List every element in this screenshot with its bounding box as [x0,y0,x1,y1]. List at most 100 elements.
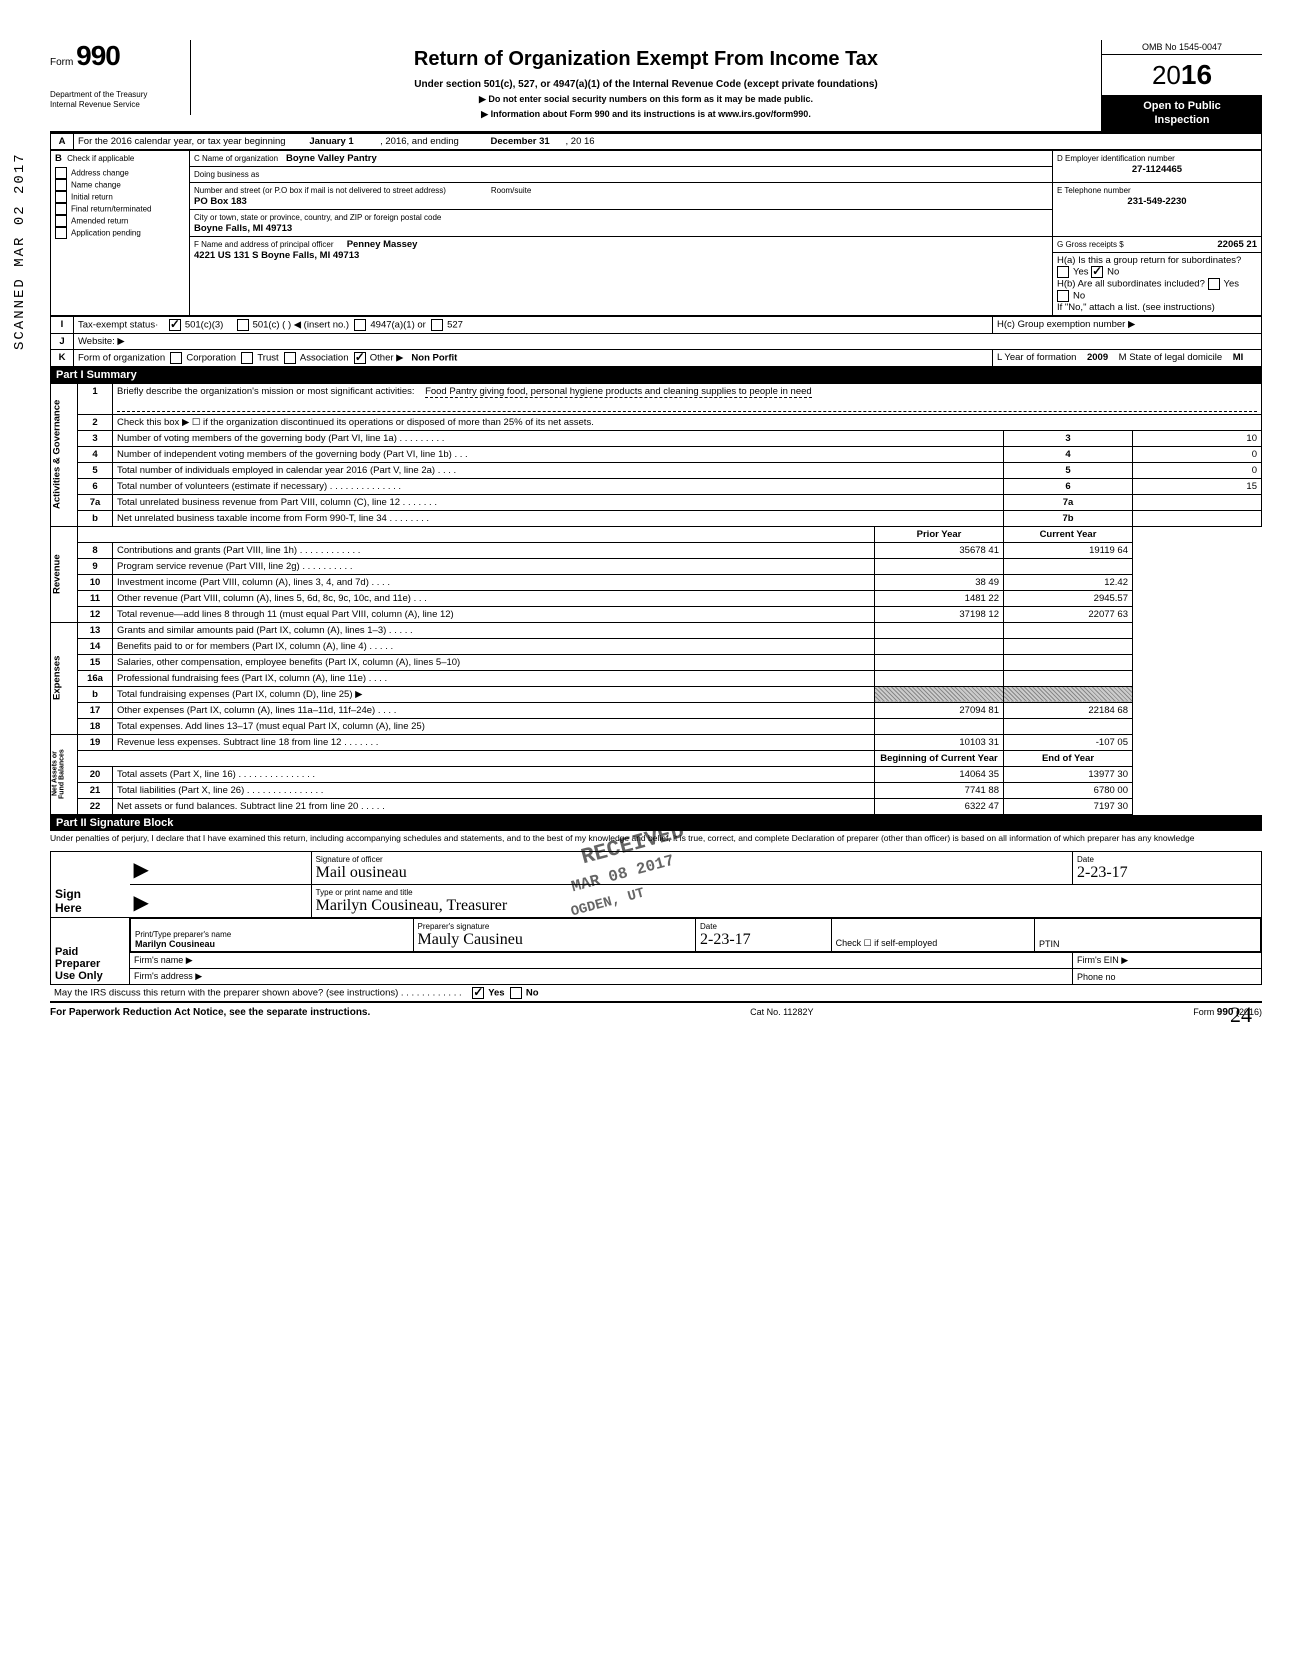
exp19-num: 19 [78,734,113,750]
line-a-text: For the 2016 calendar year, or tax year … [78,136,286,147]
sig-date-label: Date [1077,855,1094,864]
exp16a-num: 16a [78,670,113,686]
chk-hb-yes[interactable] [1208,278,1220,290]
chk-irs-yes[interactable] [472,987,484,999]
row4-val: 0 [1133,446,1262,462]
row6-text: Total number of volunteers (estimate if … [113,478,1004,494]
exp16a-prior [875,670,1004,686]
exp18-curr [1004,718,1133,734]
chk-trust[interactable] [241,352,253,364]
gross-receipts: 22065 21 [1217,239,1257,250]
exp13-prior [875,622,1004,638]
footer-paperwork: For Paperwork Reduction Act Notice, see … [50,1007,370,1018]
identity-block: B Check if applicable Address change Nam… [50,150,1262,316]
txt-no: No [1107,266,1119,277]
vlabel-revenue: Revenue [51,526,78,622]
label-address: Number and street (or P.O box if mail is… [194,186,446,195]
row5-text: Total number of individuals employed in … [113,462,1004,478]
na22-num: 22 [78,798,113,814]
exp16b-num: b [78,686,113,702]
row3-text: Number of voting members of the governin… [113,430,1004,446]
chk-501c[interactable] [237,319,249,331]
chk-app-pending[interactable] [55,227,67,239]
label-dba: Doing business as [194,170,259,179]
vlabel-expenses: Expenses [51,622,78,734]
label-hc: H(c) Group exemption number ▶ [993,316,1262,333]
opt-4947: 4947(a)(1) or [370,319,425,330]
exp13-num: 13 [78,622,113,638]
row7b-num: b [78,510,113,526]
row3-val: 10 [1133,430,1262,446]
label-d: D Employer identification number [1057,154,1175,163]
exp14-num: 14 [78,638,113,654]
chk-final-return[interactable] [55,203,67,215]
rev8-prior: 35678 41 [875,542,1004,558]
chk-527[interactable] [431,319,443,331]
exp17-text: Other expenses (Part IX, column (A), lin… [113,702,875,718]
rev11-prior: 1481 22 [875,590,1004,606]
rev8-text: Contributions and grants (Part VIII, lin… [113,542,875,558]
label-c: C Name of organization [194,154,278,163]
prep-self-employed: Check ☐ if self-employed [831,918,1034,951]
chk-address-change[interactable] [55,167,67,179]
exp15-curr [1004,654,1133,670]
na20-num: 20 [78,766,113,782]
signature-block: Sign Here ▶ Signature of officer Mail ou… [50,851,1262,985]
tax-year-begin: January 1 [309,136,353,147]
rev9-curr [1004,558,1133,574]
sig-date-value: 2-23-17 [1077,864,1128,881]
chk-ha-no[interactable] [1091,266,1103,278]
chk-other[interactable] [354,352,366,364]
chk-ha-yes[interactable] [1057,266,1069,278]
summary-table: Activities & Governance 1 Briefly descri… [50,383,1262,815]
dept-irs: Internal Revenue Service [50,100,170,110]
chk-501c3[interactable] [169,319,181,331]
form-number: 990 [76,40,120,71]
subtitle-info: ▶ Information about Form 990 and its ins… [201,109,1091,120]
row7a-text: Total unrelated business revenue from Pa… [113,494,1004,510]
tax-exempt-label: Tax-exempt status· [78,319,158,330]
chk-amended[interactable] [55,215,67,227]
hdr-prior-year: Prior Year [875,526,1004,542]
txt-no2: No [1073,290,1085,301]
irs-no: No [526,987,539,998]
row4-num: 4 [78,446,113,462]
na22-begin: 6322 47 [875,798,1004,814]
irs-discuss-question: May the IRS discuss this return with the… [54,987,462,998]
footer: For Paperwork Reduction Act Notice, see … [50,1007,1262,1018]
chk-corp[interactable] [170,352,182,364]
part-ii-header: Part II Signature Block [50,815,1262,831]
label-j: J [51,333,74,349]
scanned-stamp: SCANNED MAR 02 2017 [12,152,28,350]
txt-yes: Yes [1073,266,1089,277]
handwritten-page-number: 24 [1230,1002,1252,1028]
row6-box: 6 [1004,478,1133,494]
chk-initial-return[interactable] [55,191,67,203]
chk-name-change[interactable] [55,179,67,191]
prep-name-label: Print/Type preparer's name [135,930,231,939]
rev12-curr: 22077 63 [1004,606,1133,622]
label-hb: H(b) Are all subordinates included? [1057,278,1205,289]
exp17-curr: 22184 68 [1004,702,1133,718]
chk-hb-no[interactable] [1057,290,1069,302]
rev8-curr: 19119 64 [1004,542,1133,558]
line-a-row: A For the 2016 calendar year, or tax yea… [50,133,1262,150]
exp14-prior [875,638,1004,654]
rev10-curr: 12.42 [1004,574,1133,590]
exp17-num: 17 [78,702,113,718]
chk-assoc[interactable] [284,352,296,364]
exp18-num: 18 [78,718,113,734]
rev11-text: Other revenue (Part VIII, column (A), li… [113,590,875,606]
na22-text: Net assets or fund balances. Subtract li… [113,798,875,814]
opt-final-return: Final return/terminated [71,204,151,213]
row7a-box: 7a [1004,494,1133,510]
rev9-prior [875,558,1004,574]
na21-begin: 7741 88 [875,782,1004,798]
chk-irs-no[interactable] [510,987,522,999]
opt-address-change: Address change [71,168,129,177]
opt-amended: Amended return [71,216,128,225]
label-e: E Telephone number [1057,186,1131,195]
mission-value: Food Pantry giving food, personal hygien… [425,386,812,398]
prep-date-value: 2-23-17 [700,931,751,948]
chk-4947[interactable] [354,319,366,331]
